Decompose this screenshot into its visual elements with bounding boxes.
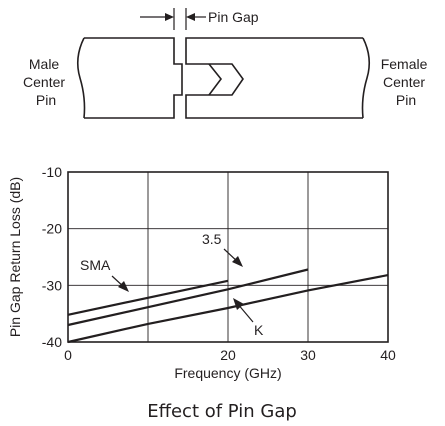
grid xyxy=(68,172,388,342)
sma-arrow-icon xyxy=(118,281,129,292)
series-k-line xyxy=(67,274,389,344)
series-3-5-line xyxy=(67,268,309,327)
x-tick-label: 40 xyxy=(380,347,396,363)
3-5-arrow-icon xyxy=(232,256,243,267)
x-axis-label: Frequency (GHz) xyxy=(174,365,281,381)
y-axis-label: Pin Gap Return Loss (dB) xyxy=(7,177,23,337)
tick-labels: 0 20 30 40 -40 -30 -20 -10 xyxy=(42,164,396,363)
male-end-curve-icon xyxy=(76,37,86,119)
k-label: K xyxy=(254,322,264,338)
3-5-label: 3.5 xyxy=(202,231,222,247)
female-center-pin-shape xyxy=(185,37,363,119)
male-center-pin-shape xyxy=(84,37,183,119)
female-socket-inner-icon xyxy=(208,63,223,96)
series-layer xyxy=(67,268,389,344)
x-tick-label: 0 xyxy=(64,347,72,363)
female-end-curve-icon xyxy=(361,37,371,119)
y-tick-label: -20 xyxy=(42,221,62,237)
female-center-pin-label: Female Center Pin xyxy=(381,56,432,108)
x-tick-label: 20 xyxy=(220,347,236,363)
x-tick-label: 30 xyxy=(300,347,316,363)
gap-arrow-left-icon xyxy=(165,13,174,21)
pin-gap-label: Pin Gap xyxy=(208,9,259,25)
return-loss-chart: 0 20 30 40 -40 -30 -20 -10 Frequency (GHz) Pin … xyxy=(7,164,396,381)
y-tick-label: -10 xyxy=(42,164,62,180)
k-arrow-icon xyxy=(233,298,244,310)
figure-caption: Effect of Pin Gap xyxy=(147,401,297,422)
gap-arrow-right-icon xyxy=(186,13,195,21)
plot-frame xyxy=(67,171,389,343)
y-tick-label: -40 xyxy=(42,334,62,350)
series-sma-line xyxy=(67,279,229,316)
y-tick-label: -30 xyxy=(42,277,62,293)
connector-diagram: Pin Gap Male Center Pin Female Center Pi… xyxy=(23,8,432,119)
sma-label: SMA xyxy=(80,257,111,273)
male-center-pin-label: Male Center Pin xyxy=(23,56,69,108)
